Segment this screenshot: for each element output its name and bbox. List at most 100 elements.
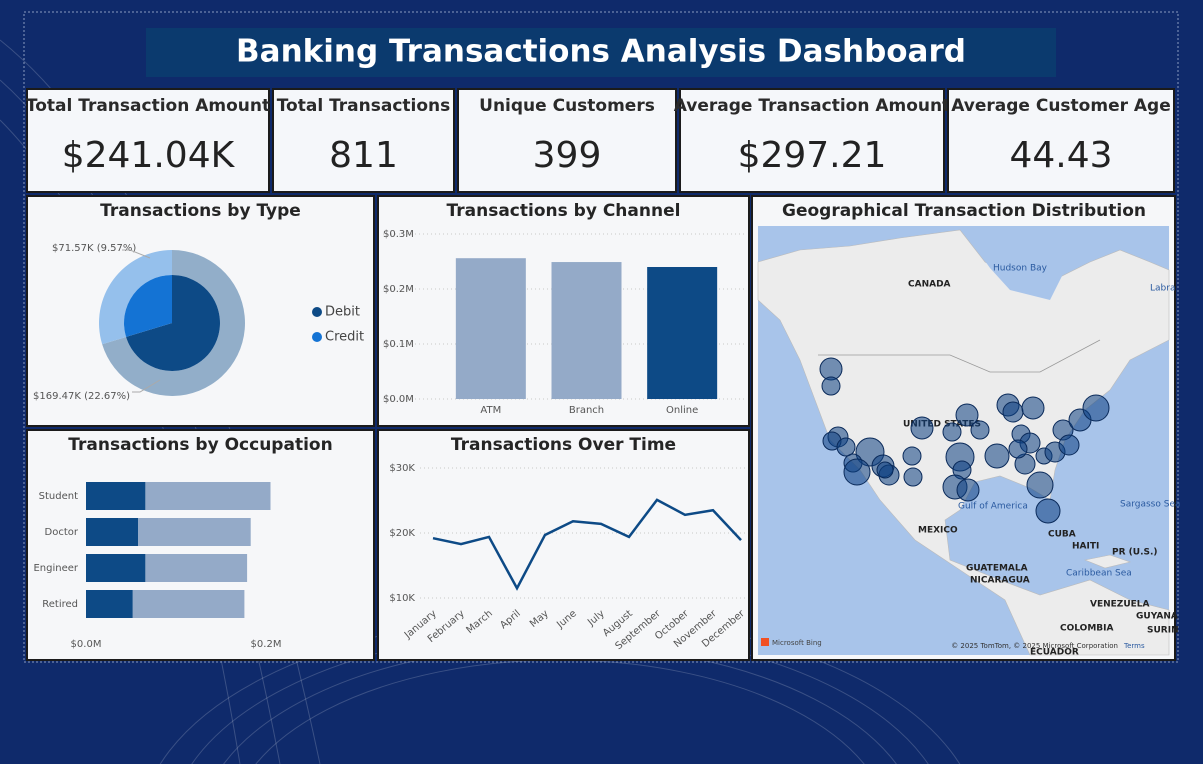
map-border [818, 339, 1101, 373]
legend-label: Credit [325, 330, 364, 345]
leader-line [122, 249, 151, 259]
y-tick-label: Engineer [33, 563, 78, 574]
map-terms: Terms [1123, 642, 1145, 650]
kpi-label: Unique Customers [479, 96, 655, 116]
panel-title: Geographical Transaction Distribution [782, 201, 1146, 221]
map-label: PR (U.S.) [1112, 548, 1158, 558]
x-tick-label: ATM [480, 405, 501, 416]
kpi-value: 399 [533, 135, 602, 176]
map-label: MEXICO [918, 526, 958, 536]
map-label: NICARAGUA [970, 576, 1030, 586]
bar [551, 262, 622, 399]
dashboard-title: Banking Transactions Analysis Dashboard [236, 34, 966, 70]
kpi-card [272, 88, 455, 193]
map-bubble [903, 467, 923, 487]
map-bubble [942, 422, 962, 442]
bar-segment [86, 590, 133, 618]
bar-segment [138, 518, 251, 546]
map-label: CANADA [908, 280, 951, 290]
x-tick-label: $0.0M [71, 639, 102, 650]
map-bubble [876, 461, 894, 479]
data-label: $71.57K (9.57%) [52, 243, 136, 254]
kpi-card [947, 88, 1175, 193]
map-label: GUATEMALA [966, 564, 1028, 574]
map-label: Caribbean Sea [1066, 569, 1132, 579]
map-bubble [1035, 498, 1061, 524]
panel-title: Transactions by Occupation [68, 435, 332, 455]
y-tick-label: $0.1M [383, 339, 414, 350]
bar-segment [86, 554, 146, 582]
map-label: HAITI [1072, 542, 1099, 552]
map-bubble [910, 416, 934, 440]
panel [377, 429, 750, 661]
legend-marker [312, 332, 322, 342]
legend-marker [312, 307, 322, 317]
map-label: ECUADOR [1030, 648, 1079, 658]
donut-ring-slice [102, 250, 246, 396]
kpi-label: Total Transactions [277, 96, 451, 116]
map-label: Labra [1150, 284, 1175, 294]
bar-segment [86, 518, 139, 546]
map-label: VENEZUELA [1090, 600, 1150, 610]
kpi-label: Total Transaction Amount [26, 96, 270, 116]
map-bubble [984, 443, 1010, 469]
map-bubble [1008, 439, 1028, 459]
panel-title: Transactions Over Time [451, 435, 676, 455]
map-label: UNITED STATES [903, 420, 981, 430]
map-bubble [1026, 471, 1054, 499]
title-box [146, 28, 1056, 77]
map-bubble [1058, 434, 1080, 456]
x-tick-label: $0.2M [251, 639, 282, 650]
map-bubble [821, 376, 841, 396]
kpi-card [679, 88, 945, 193]
map-bubble [1021, 396, 1045, 420]
kpi-value: 811 [329, 135, 398, 176]
map-bubble [955, 403, 979, 427]
map-label: Hudson Bay [993, 264, 1048, 274]
kpi-value: 44.43 [1009, 135, 1112, 176]
bar-segment [145, 482, 271, 510]
map-bubble [843, 458, 871, 486]
map-land [1083, 554, 1132, 569]
pie-slice [124, 275, 172, 337]
leader-line [132, 379, 161, 393]
donut-ring-slice [98, 249, 172, 345]
map-bubble [836, 437, 856, 457]
kpi-card [26, 88, 270, 193]
panel [26, 429, 375, 661]
data-label: $169.47K (22.67%) [33, 391, 130, 402]
x-tick-label: Branch [569, 405, 604, 416]
kpi-label: Average Transaction Amount [674, 96, 951, 116]
panel-title: Transactions by Channel [447, 201, 681, 221]
panel-title: Transactions by Type [100, 201, 301, 221]
map-label: SURIN [1147, 626, 1179, 636]
map-label: Sargasso Sea [1120, 500, 1181, 510]
x-tick-label: Online [666, 405, 698, 416]
map-bubble [1082, 394, 1110, 422]
y-tick-label: $0.3M [383, 229, 414, 240]
pie-slice [126, 275, 220, 371]
bing-logo [761, 638, 769, 646]
line-series [432, 498, 742, 591]
map-bing: Microsoft Bing [772, 639, 822, 647]
y-tick-label: $0.2M [383, 284, 414, 295]
bar [647, 267, 718, 399]
y-tick-label: Student [39, 491, 78, 502]
bar-segment [145, 554, 248, 582]
bar-segment [86, 482, 146, 510]
kpi-value: $241.04K [62, 135, 236, 176]
map-label: COLOMBIA [1060, 624, 1113, 634]
y-tick-label: $10K [389, 593, 415, 604]
map-bubble [956, 478, 980, 502]
map-label: CUBA [1048, 530, 1076, 540]
map-label: GUYANA [1136, 612, 1178, 622]
map-bubble [1002, 401, 1024, 423]
y-tick-label: $20K [389, 528, 415, 539]
y-tick-label: Doctor [45, 527, 79, 538]
bar-segment [132, 590, 245, 618]
map-bubble [902, 446, 922, 466]
y-tick-label: Retired [42, 599, 78, 610]
kpi-value: $297.21 [738, 135, 887, 176]
